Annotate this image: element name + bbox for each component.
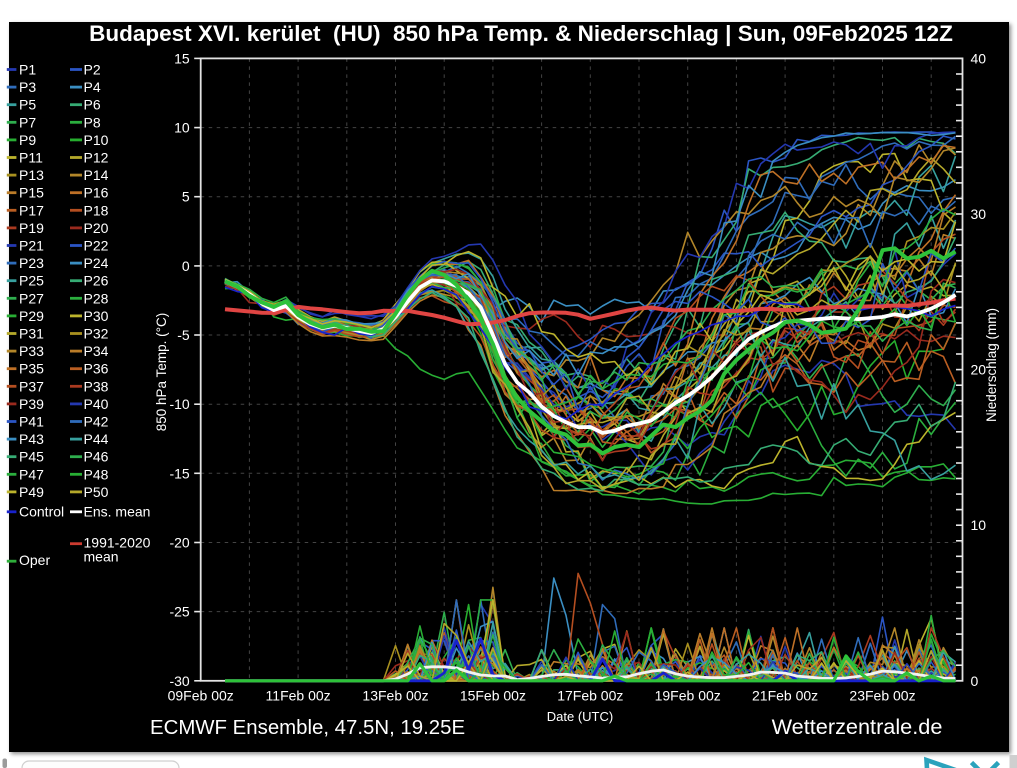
svg-text:30: 30: [971, 206, 987, 222]
svg-text:Budapest XVI. kerület (HU) 8: Budapest XVI. kerület (HU) 850 hPa Temp.…: [89, 21, 953, 46]
svg-text:10: 10: [971, 517, 987, 533]
svg-text:40: 40: [971, 50, 987, 66]
svg-text:P2: P2: [84, 62, 101, 78]
svg-text:P15: P15: [19, 185, 44, 201]
svg-text:P25: P25: [19, 273, 44, 289]
svg-text:-10: -10: [169, 396, 189, 412]
svg-text:P3: P3: [19, 79, 36, 95]
svg-text:P27: P27: [19, 290, 44, 306]
svg-text:P45: P45: [19, 449, 44, 465]
svg-text:-5: -5: [177, 327, 190, 343]
svg-text:13Feb 00z: 13Feb 00z: [362, 688, 428, 704]
svg-text:P7: P7: [19, 114, 36, 130]
svg-text:P47: P47: [19, 466, 44, 482]
svg-text:P31: P31: [19, 326, 44, 342]
svg-text:P30: P30: [84, 308, 109, 324]
svg-text:Oper: Oper: [19, 552, 50, 568]
svg-text:P8: P8: [84, 114, 101, 130]
svg-text:P24: P24: [84, 255, 109, 271]
svg-text:P46: P46: [84, 449, 109, 465]
svg-text:21Feb 00z: 21Feb 00z: [752, 688, 818, 704]
svg-text:P36: P36: [84, 361, 109, 377]
svg-text:P11: P11: [19, 150, 43, 166]
svg-text:5: 5: [182, 189, 190, 205]
svg-text:23Feb 00z: 23Feb 00z: [849, 688, 915, 704]
svg-text:17Feb 00z: 17Feb 00z: [557, 688, 623, 704]
svg-text:-15: -15: [169, 465, 189, 481]
svg-text:P38: P38: [84, 378, 109, 394]
svg-text:P40: P40: [84, 396, 109, 412]
svg-text:P33: P33: [19, 343, 44, 359]
svg-text:0: 0: [182, 258, 190, 274]
svg-text:mean: mean: [84, 549, 119, 565]
svg-text:P50: P50: [84, 484, 109, 500]
svg-text:P6: P6: [84, 97, 101, 113]
svg-text:P28: P28: [84, 290, 109, 306]
svg-text:P43: P43: [19, 431, 44, 447]
svg-text:09Feb 00z: 09Feb 00z: [168, 688, 234, 704]
svg-text:P21: P21: [19, 238, 44, 254]
svg-text:15: 15: [174, 50, 190, 66]
svg-text:P17: P17: [19, 202, 44, 218]
svg-text:P14: P14: [84, 167, 109, 183]
svg-text:P41: P41: [19, 414, 44, 430]
svg-text:Control: Control: [19, 504, 64, 520]
svg-text:P39: P39: [19, 396, 44, 412]
svg-text:P9: P9: [19, 132, 36, 148]
svg-text:P5: P5: [19, 97, 36, 113]
svg-text:P19: P19: [19, 220, 44, 236]
svg-text:-25: -25: [169, 604, 189, 620]
svg-text:P34: P34: [84, 343, 109, 359]
svg-text:P42: P42: [84, 414, 109, 430]
svg-text:P49: P49: [19, 484, 44, 500]
svg-text:15Feb 00z: 15Feb 00z: [460, 688, 526, 704]
svg-text:19Feb 00z: 19Feb 00z: [655, 688, 721, 704]
svg-text:1991-2020: 1991-2020: [84, 535, 151, 551]
svg-text:-20: -20: [169, 535, 189, 551]
svg-text:P48: P48: [84, 466, 109, 482]
svg-text:P12: P12: [84, 150, 109, 166]
svg-text:P35: P35: [19, 361, 44, 377]
svg-text:10: 10: [174, 120, 190, 136]
svg-text:P23: P23: [19, 255, 44, 271]
svg-text:-30: -30: [169, 673, 189, 689]
svg-text:P26: P26: [84, 273, 109, 289]
svg-text:Date (UTC): Date (UTC): [547, 709, 613, 724]
svg-text:20: 20: [971, 362, 987, 378]
svg-text:P32: P32: [84, 326, 109, 342]
svg-text:P1: P1: [19, 62, 36, 78]
svg-text:850 hPa Temp. (°C): 850 hPa Temp. (°C): [154, 313, 169, 431]
svg-text:Wetterzentrale.de: Wetterzentrale.de: [772, 714, 943, 739]
svg-text:ECMWF Ensemble, 47.5N, 19.25E: ECMWF Ensemble, 47.5N, 19.25E: [150, 717, 465, 739]
svg-text:P13: P13: [19, 167, 44, 183]
svg-text:P10: P10: [84, 132, 109, 148]
svg-text:P44: P44: [84, 431, 109, 447]
svg-text:P22: P22: [84, 238, 109, 254]
svg-text:Ens. mean: Ens. mean: [84, 504, 151, 520]
svg-text:0: 0: [971, 673, 979, 689]
svg-text:P16: P16: [84, 185, 109, 201]
svg-text:P37: P37: [19, 378, 44, 394]
svg-text:11Feb 00z: 11Feb 00z: [266, 688, 331, 704]
svg-text:P20: P20: [84, 220, 109, 236]
svg-text:P18: P18: [84, 202, 109, 218]
svg-text:Niederschlag (mm): Niederschlag (mm): [984, 308, 999, 422]
svg-text:P29: P29: [19, 308, 44, 324]
svg-text:P4: P4: [84, 79, 101, 95]
